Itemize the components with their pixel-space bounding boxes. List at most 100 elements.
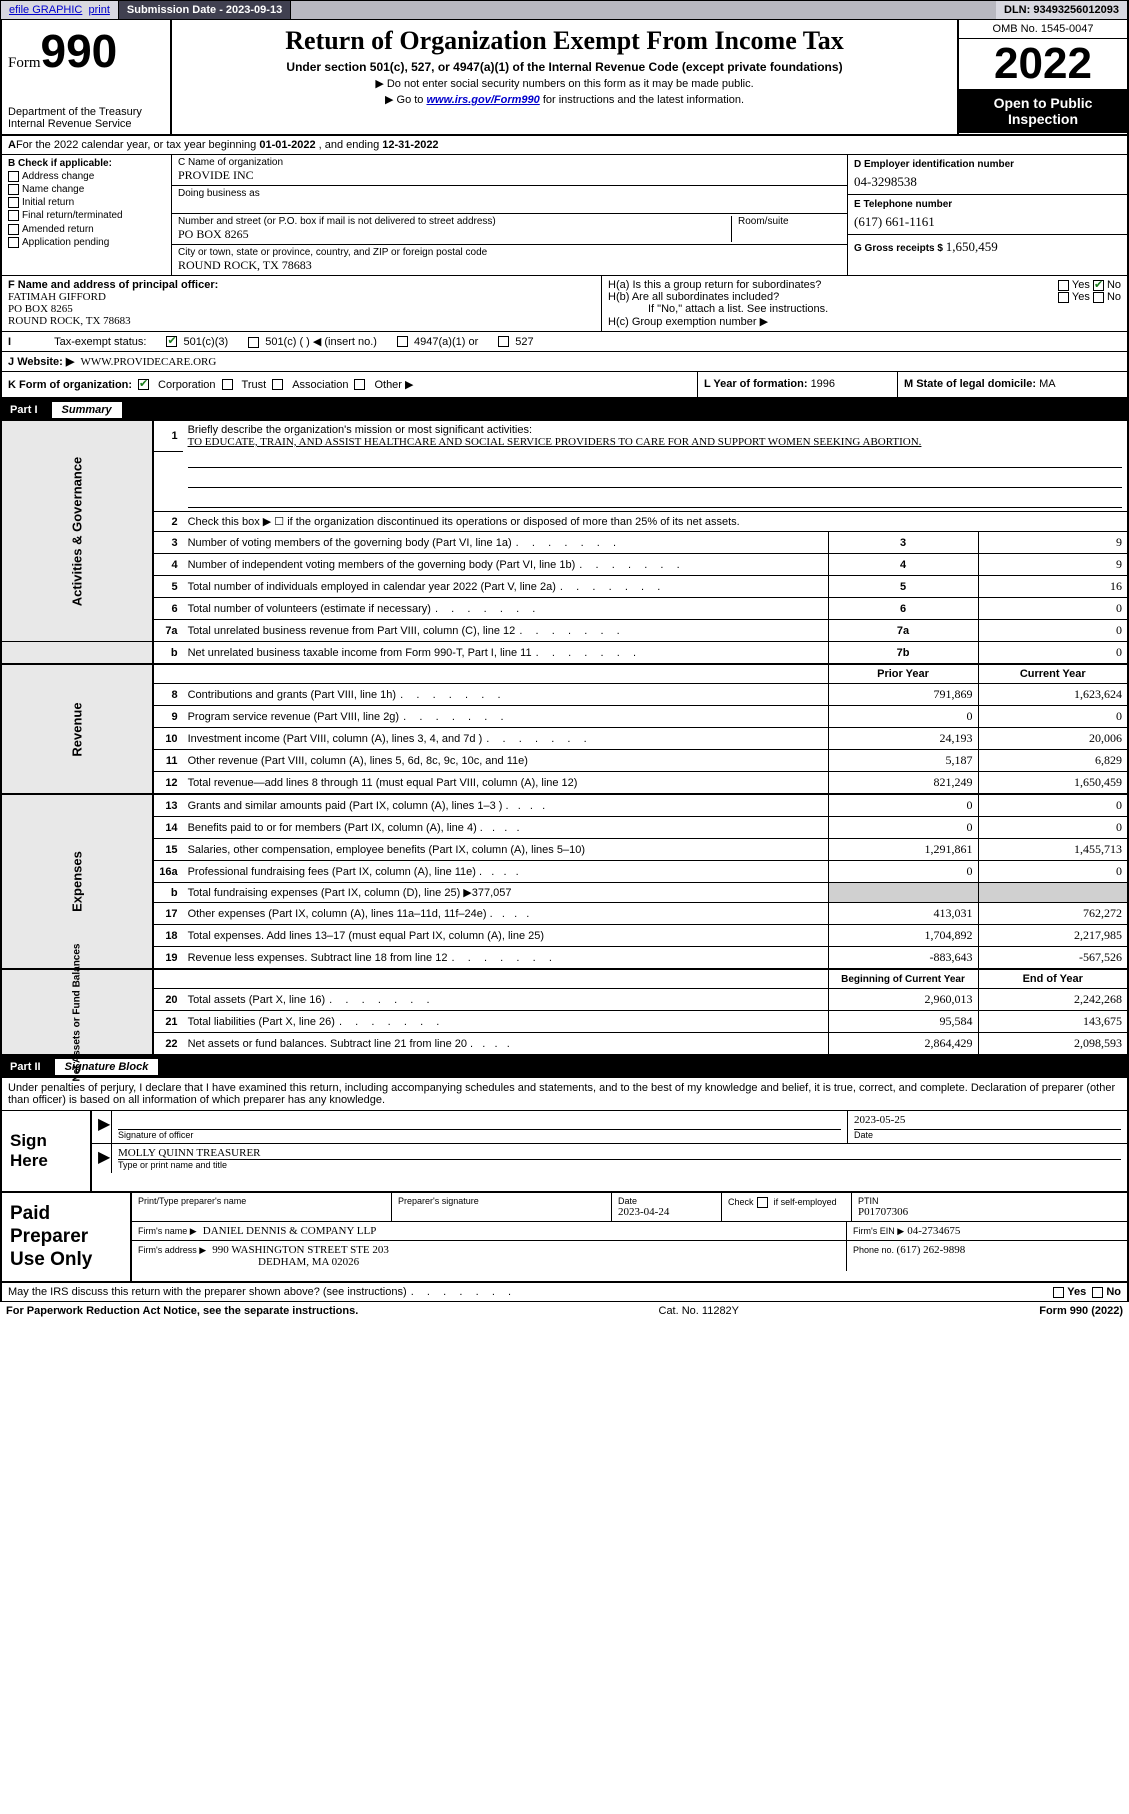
checkbox-icon[interactable] xyxy=(138,379,149,390)
checkbox-icon[interactable] xyxy=(8,237,19,248)
l17-desc: Other expenses (Part IX, column (A), lin… xyxy=(183,903,828,925)
checkbox-icon[interactable] xyxy=(248,337,259,348)
l14-curr: 0 xyxy=(978,817,1128,839)
sig-name-label: Type or print name and title xyxy=(118,1160,1121,1170)
irs-url-link[interactable]: www.irs.gov/Form990 xyxy=(426,94,539,106)
street-label: Number and street (or P.O. box if mail i… xyxy=(178,216,731,227)
prep-check-label: Check xyxy=(728,1197,754,1207)
domicile-value: MA xyxy=(1039,378,1056,390)
l6-val: 0 xyxy=(978,598,1128,620)
line-a-begin: 01-01-2022 xyxy=(259,139,315,151)
ein-label: D Employer identification number xyxy=(854,159,1121,170)
prep-sig-label: Preparer's signature xyxy=(398,1196,605,1206)
year-formation-label: L Year of formation: xyxy=(704,378,811,390)
opt-527: 527 xyxy=(515,336,533,348)
prep-name-cell: Print/Type preparer's name xyxy=(132,1193,392,1221)
form-note-link: Go to www.irs.gov/Form990 for instructio… xyxy=(178,93,951,106)
checkbox-icon[interactable] xyxy=(1058,292,1069,303)
checkbox-icon[interactable] xyxy=(166,336,177,347)
line-num: 10 xyxy=(153,728,183,750)
ein-value: 04-3298538 xyxy=(854,170,1121,190)
l8-prior: 791,869 xyxy=(828,684,978,706)
line-num: 13 xyxy=(153,794,183,817)
paperwork-notice: For Paperwork Reduction Act Notice, see … xyxy=(6,1305,358,1317)
firm-name-cell: Firm's name ▶ DANIEL DENNIS & COMPANY LL… xyxy=(132,1222,847,1240)
l16b-pre: Total fundraising expenses (Part IX, col… xyxy=(188,887,472,899)
no-label: No xyxy=(1106,1286,1121,1298)
checkbox-icon[interactable] xyxy=(498,336,509,347)
form-header: Form990 Department of the Treasury Inter… xyxy=(0,20,1129,136)
gross-value: 1,650,459 xyxy=(946,235,998,254)
checkbox-icon[interactable] xyxy=(8,184,19,195)
checkbox-icon[interactable] xyxy=(222,379,233,390)
h-b-label: H(b) Are all subordinates included? xyxy=(608,291,779,303)
l9-prior: 0 xyxy=(828,706,978,728)
blank xyxy=(183,664,828,684)
irs-label: Internal Revenue Service xyxy=(8,118,164,130)
blank xyxy=(153,451,183,471)
l4-val: 9 xyxy=(978,554,1128,576)
row-j: J Website: ▶ WWW.PROVIDECARE.ORG xyxy=(0,352,1129,372)
firm-addr2-value: DEDHAM, MA 02026 xyxy=(138,1256,359,1268)
chk-app-pending: Application pending xyxy=(8,237,165,248)
line-num: 20 xyxy=(153,989,183,1011)
line-num: 17 xyxy=(153,903,183,925)
checkbox-icon[interactable] xyxy=(8,224,19,235)
tax-year: 2022 xyxy=(959,39,1127,89)
box-b-header: B Check if applicable: xyxy=(8,158,165,169)
vtab-na-label: Net Assets or Fund Balances xyxy=(71,937,82,1087)
l21-desc: Total liabilities (Part X, line 26) xyxy=(183,1011,828,1033)
blank xyxy=(153,491,183,512)
cat-no: Cat. No. 11282Y xyxy=(358,1305,1039,1317)
l19-prior: -883,643 xyxy=(828,947,978,970)
blank xyxy=(153,471,183,491)
form-header-mid: Return of Organization Exempt From Incom… xyxy=(172,20,957,134)
l7b-desc: Net unrelated business taxable income fr… xyxy=(183,642,828,665)
checkbox-icon[interactable] xyxy=(354,379,365,390)
l14-prior: 0 xyxy=(828,817,978,839)
box-l: L Year of formation: 1996 xyxy=(697,372,897,397)
officer-street: PO BOX 8265 xyxy=(8,303,595,315)
print-link[interactable]: print xyxy=(88,4,109,16)
box-f: F Name and address of principal officer:… xyxy=(2,276,602,331)
l1-text: Briefly describe the organization's miss… xyxy=(188,424,532,436)
checkbox-icon[interactable] xyxy=(1092,1287,1103,1298)
officer-city: ROUND ROCK, TX 78683 xyxy=(8,315,595,327)
l15-curr: 1,455,713 xyxy=(978,839,1128,861)
checkbox-icon[interactable] xyxy=(1093,292,1104,303)
checkbox-icon[interactable] xyxy=(757,1197,768,1208)
l12-curr: 1,650,459 xyxy=(978,772,1128,795)
opt-initial: Initial return xyxy=(22,197,74,208)
line-num: 21 xyxy=(153,1011,183,1033)
checkbox-icon[interactable] xyxy=(1058,280,1069,291)
checkbox-icon[interactable] xyxy=(397,336,408,347)
checkbox-icon[interactable] xyxy=(1093,280,1104,291)
h-a-label: H(a) Is this a group return for subordin… xyxy=(608,279,821,291)
l3-box: 3 xyxy=(828,532,978,554)
row-i: I Tax-exempt status: 501(c)(3) 501(c) ( … xyxy=(0,332,1129,352)
l19-desc: Revenue less expenses. Subtract line 18 … xyxy=(183,947,828,970)
l19-curr: -567,526 xyxy=(978,947,1128,970)
form-header-left: Form990 Department of the Treasury Inter… xyxy=(2,20,172,134)
mission-line xyxy=(183,491,1128,512)
form-subtitle: Under section 501(c), 527, or 4947(a)(1)… xyxy=(178,60,951,74)
l16b-desc: Total fundraising expenses (Part IX, col… xyxy=(183,883,828,903)
checkbox-icon[interactable] xyxy=(272,379,283,390)
l7b-val: 0 xyxy=(978,642,1128,665)
efile-link[interactable]: efile GRAPHIC xyxy=(9,4,82,16)
vtab-revenue: Revenue xyxy=(1,664,153,794)
line-num: 12 xyxy=(153,772,183,795)
omb-number: OMB No. 1545-0047 xyxy=(959,20,1127,39)
checkbox-icon[interactable] xyxy=(1053,1287,1064,1298)
line-num: 3 xyxy=(153,532,183,554)
checkbox-icon[interactable] xyxy=(8,171,19,182)
prep-ptin-cell: PTINP01707306 xyxy=(852,1193,1127,1221)
firm-addr-label: Firm's address ▶ xyxy=(138,1245,206,1255)
opt-other: Other ▶ xyxy=(374,378,413,391)
checkbox-icon[interactable] xyxy=(8,210,19,221)
box-g: G Gross receipts $ 1,650,459 xyxy=(848,235,1127,273)
checkbox-icon[interactable] xyxy=(8,197,19,208)
line-num: 4 xyxy=(153,554,183,576)
note2-post: for instructions and the latest informat… xyxy=(540,94,744,106)
website-label: Website: ▶ xyxy=(17,356,74,368)
